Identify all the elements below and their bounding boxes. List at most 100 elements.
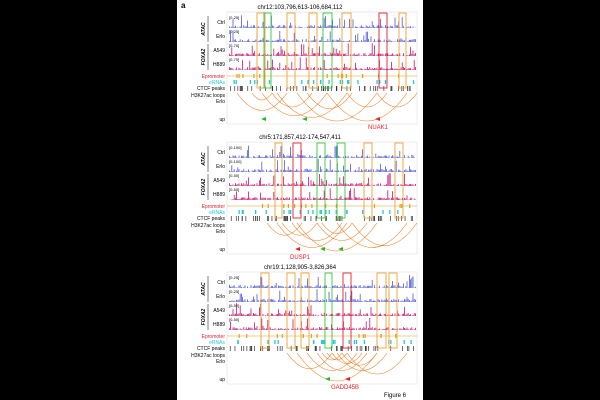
signal-bar: [340, 170, 342, 172]
signal-bar: [277, 183, 278, 186]
signal-bar: [243, 183, 245, 186]
signal-bar: [309, 313, 311, 316]
signal-bar: [386, 184, 387, 186]
signal-bar: [257, 185, 259, 186]
signal-bar: [362, 41, 363, 42]
signal-bar: [385, 53, 386, 56]
signal-bar: [406, 55, 408, 56]
erna-mark: [320, 210, 323, 214]
signal-bar: [320, 25, 321, 28]
signal-bar: [279, 313, 281, 316]
signal-bar: [299, 300, 301, 302]
signal-bar: [296, 181, 297, 186]
signal-bar: [379, 285, 380, 288]
signal-bar: [305, 53, 307, 56]
ctcf-peak: [249, 346, 251, 351]
signal-bar: [322, 197, 324, 200]
signal-bar: [411, 155, 413, 158]
signal-bar: [335, 48, 337, 56]
signal-bar: [280, 184, 282, 186]
signal-bar: [320, 185, 321, 186]
signal-bar: [249, 27, 251, 28]
signal-bar: [269, 169, 271, 172]
epromoter-mark: [261, 204, 264, 208]
signal-bar: [367, 197, 368, 200]
ctcf-peak: [285, 216, 287, 221]
signal-bar: [371, 43, 373, 56]
signal-bar: [352, 68, 354, 70]
signal-bar: [269, 68, 271, 70]
highlight-box-orange: [274, 142, 283, 219]
signal-bar: [386, 315, 387, 316]
ctcf-peak: [321, 86, 322, 91]
signal-bar: [229, 328, 230, 330]
signal-bar: [316, 328, 318, 330]
signal-bar: [377, 329, 379, 330]
signal-bar: [331, 156, 332, 158]
signal-bar: [335, 313, 337, 316]
signal-bar: [299, 26, 301, 28]
signal-bar: [358, 41, 360, 42]
ctcf-peak: [277, 346, 279, 351]
signal-bar: [331, 54, 332, 56]
signal-bar: [310, 25, 312, 28]
signal-bar: [259, 67, 260, 70]
signal-bar: [296, 157, 297, 158]
signal-bar: [238, 40, 240, 42]
signal-bar: [375, 68, 377, 70]
signal-bar: [397, 197, 398, 200]
signal-bar: [231, 286, 233, 288]
signal-bar: [380, 156, 381, 158]
ctcf-peak: [286, 86, 288, 91]
signal-bar: [303, 300, 305, 302]
signal-bar: [356, 67, 357, 70]
highlight-box-orange: [300, 272, 310, 349]
signal-bar: [247, 20, 248, 28]
signal-bar: [254, 67, 255, 70]
signal-bar: [297, 183, 299, 186]
signal-bar: [248, 177, 249, 186]
signal-bar: [340, 157, 342, 158]
signal-bar: [371, 21, 373, 28]
loop-arc: [331, 352, 363, 364]
signal-bar: [358, 183, 360, 186]
signal-bar: [263, 286, 265, 288]
signal-bar: [309, 192, 311, 200]
epromoter-mark: [362, 334, 364, 338]
signal-bar: [399, 328, 401, 330]
signal-bar: [257, 315, 259, 316]
signal-bar: [369, 67, 371, 70]
signal-bar: [261, 299, 263, 302]
ctcf-peak: [390, 216, 391, 221]
signal-bar: [307, 67, 308, 70]
signal-bar: [399, 39, 401, 42]
signal-bar: [369, 170, 371, 172]
signal-bar: [281, 41, 283, 42]
signal-bar: [332, 300, 333, 302]
signal-bar: [328, 315, 330, 316]
epromoter-mark: [399, 204, 401, 208]
signal-bar: [243, 25, 245, 28]
signal-bar: [357, 183, 359, 186]
signal-bar: [328, 183, 330, 186]
signal-bar: [364, 300, 366, 302]
signal-bar: [291, 170, 293, 172]
signal-bar: [297, 327, 299, 330]
erna-mark: [254, 80, 256, 84]
ctcf-peak: [256, 216, 258, 221]
signal-bar: [239, 53, 241, 56]
signal-bar: [375, 327, 377, 330]
erna-mark: [301, 80, 303, 84]
signal-bar: [304, 69, 306, 70]
signal-bar: [291, 155, 293, 158]
signal-bar: [230, 185, 231, 186]
signal-bar: [314, 301, 315, 302]
signal-bar: [355, 314, 356, 316]
signal-bar: [395, 287, 397, 288]
signal-bar: [281, 300, 283, 302]
signal-bar: [329, 314, 331, 316]
signal-bar: [367, 329, 368, 330]
track-range-label: [0-50]: [229, 303, 239, 308]
signal-bar: [347, 285, 349, 288]
signal-bar: [361, 55, 362, 56]
